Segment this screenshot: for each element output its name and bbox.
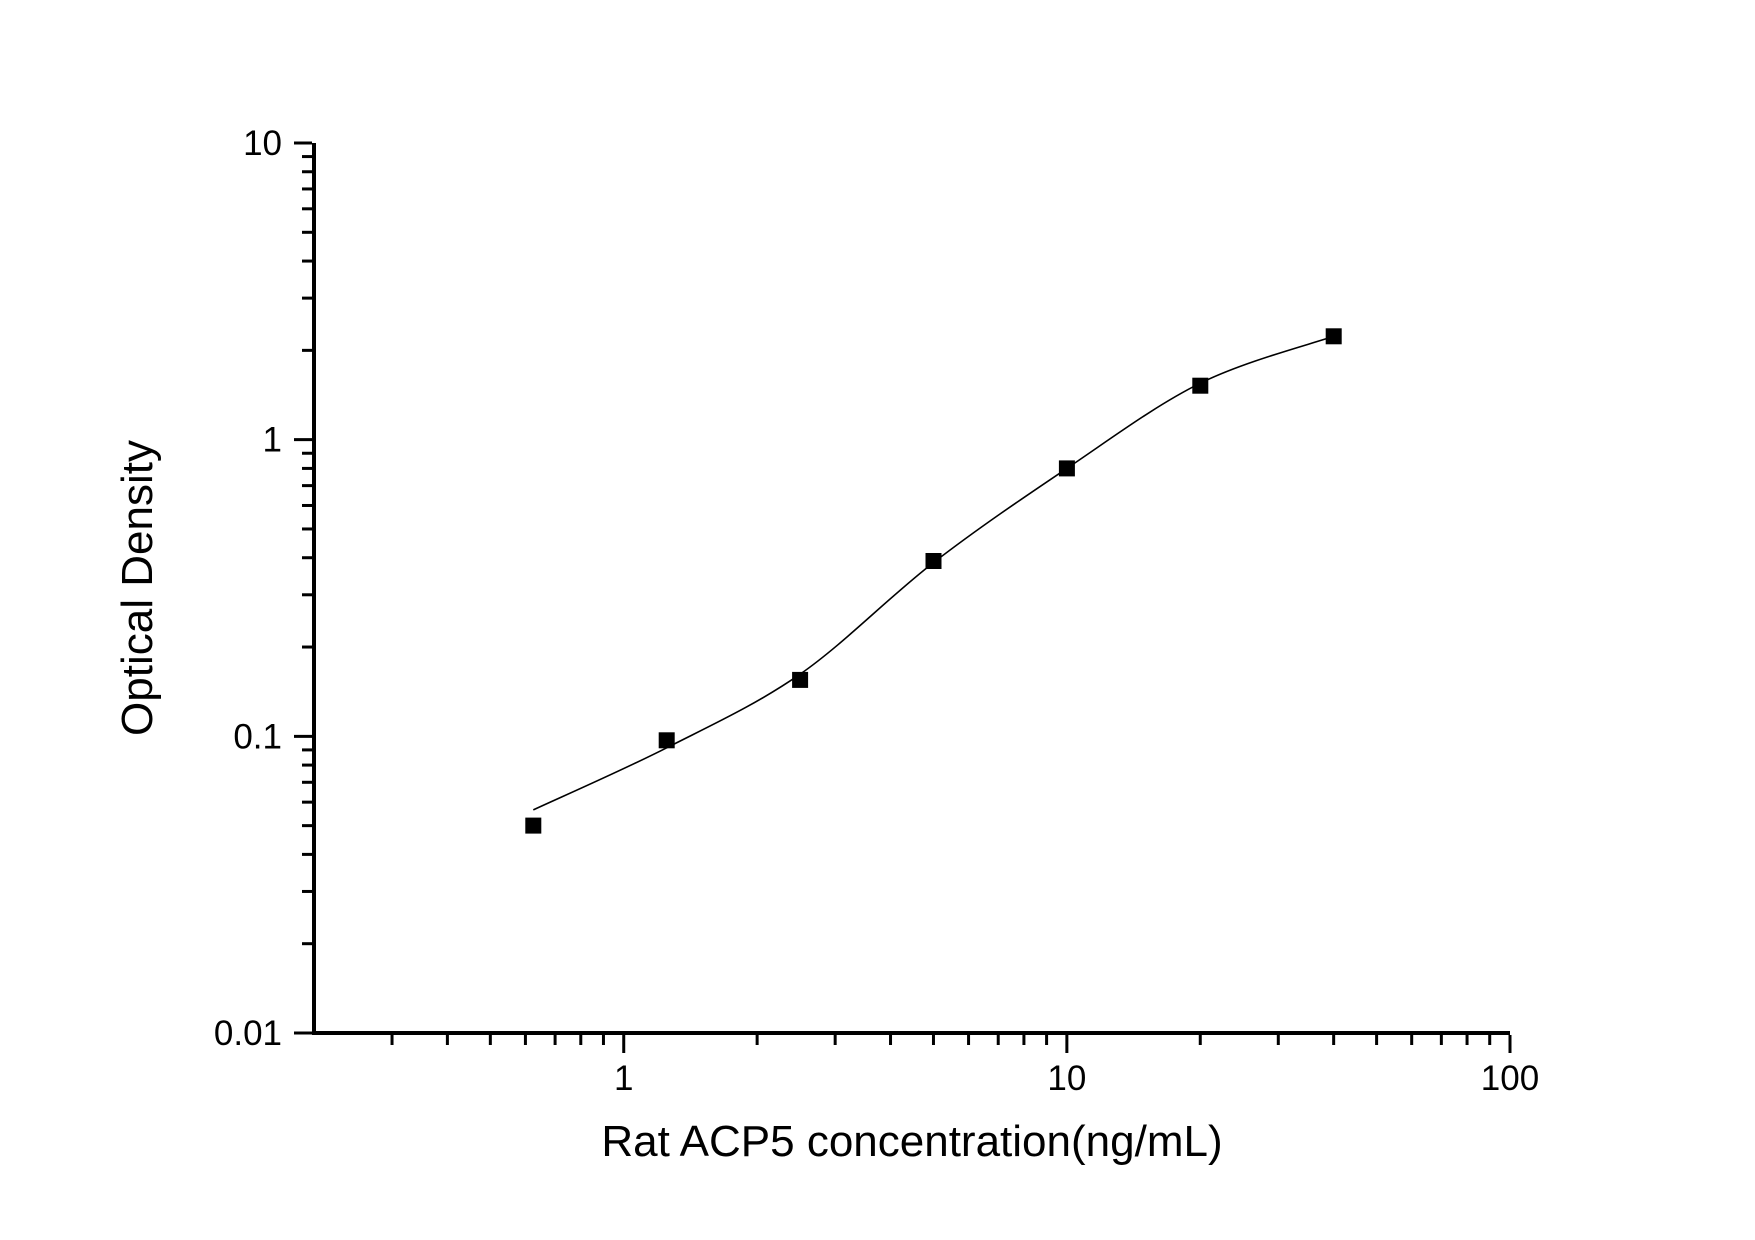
x-axis-title: Rat ACP5 concentration(ng/mL) — [601, 1117, 1222, 1166]
data-point-square — [792, 671, 809, 688]
fit-curve-line — [532, 335, 1334, 811]
x-tick-label: 1 — [614, 1059, 633, 1098]
y-tick-label: 1 — [263, 421, 282, 460]
data-point-square — [658, 732, 675, 749]
data-point-square — [1058, 460, 1075, 477]
y-tick-label: 0.01 — [214, 1014, 282, 1053]
y-tick-label: 0.1 — [233, 717, 282, 756]
y-tick-label: 10 — [243, 124, 282, 163]
axes — [312, 143, 1510, 1035]
y-axis-title: Optical Density — [113, 440, 162, 736]
data-point-markers — [525, 328, 1342, 834]
x-tick-label: 100 — [1481, 1059, 1539, 1098]
axis-ticks — [294, 141, 1512, 1053]
axis-tick-labels: 1 10 100 0.01 0.1 1 10 — [214, 124, 1539, 1098]
data-point-square — [1192, 377, 1209, 394]
data-point-square — [1325, 328, 1342, 345]
x-tick-label: 10 — [1047, 1059, 1086, 1098]
data-point-square — [525, 817, 542, 834]
data-point-square — [925, 553, 942, 569]
